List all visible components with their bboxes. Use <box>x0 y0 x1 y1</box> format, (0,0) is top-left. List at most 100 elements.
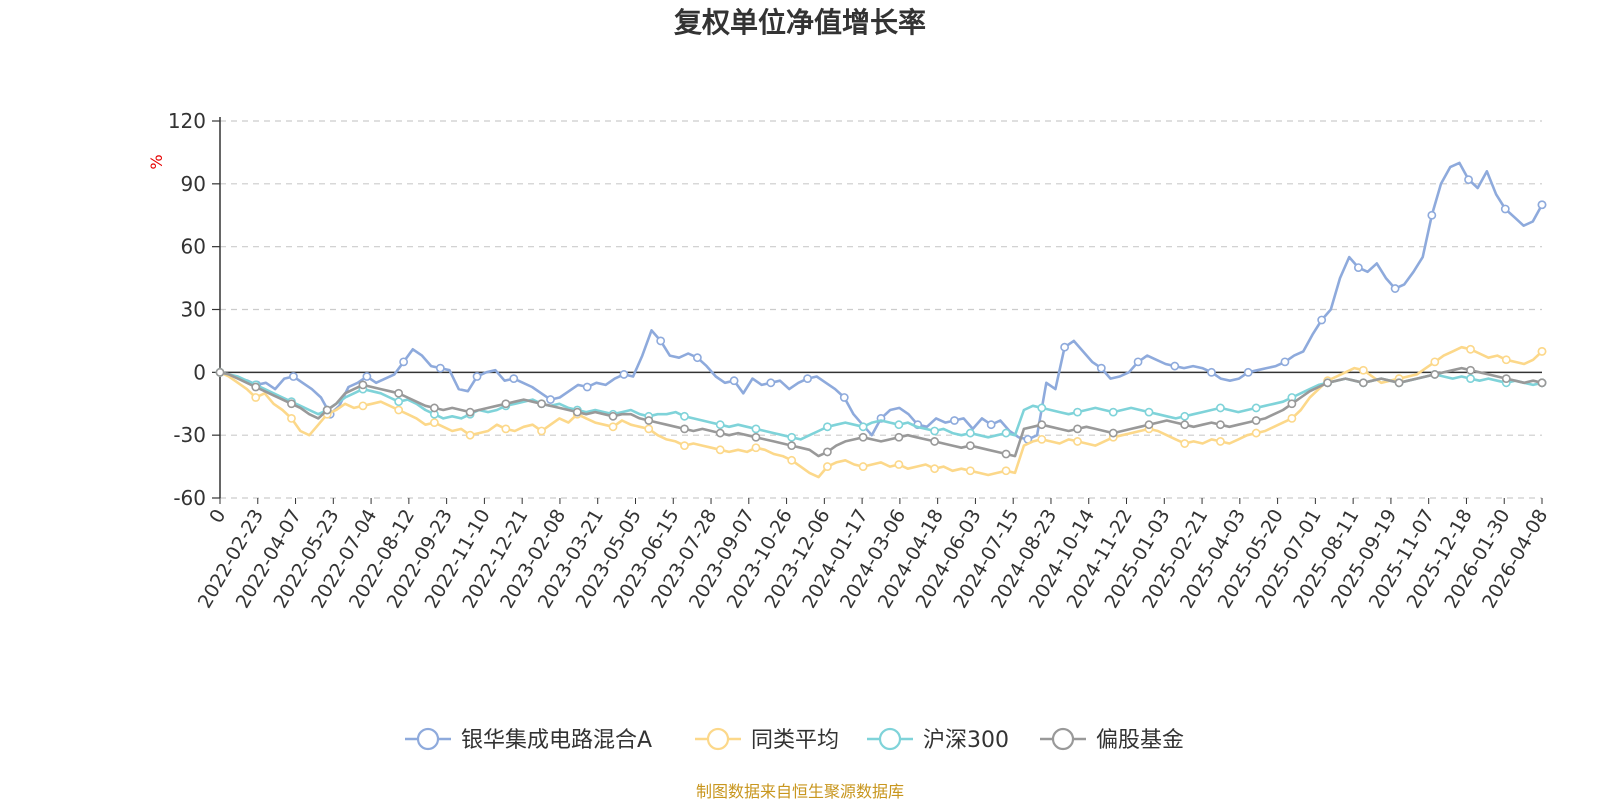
series-point <box>965 466 975 476</box>
series-point <box>1251 428 1261 438</box>
series-point <box>394 397 404 407</box>
series-point <box>1180 411 1190 421</box>
series-point <box>680 411 689 421</box>
series-point <box>1037 420 1047 430</box>
series-point <box>509 374 519 384</box>
series-point <box>429 403 439 413</box>
series-point <box>1096 363 1106 373</box>
series-point <box>715 428 725 438</box>
series-point <box>1207 367 1216 377</box>
series-point <box>680 441 689 451</box>
series-point <box>715 445 725 455</box>
series-point <box>358 401 368 411</box>
series-point <box>582 382 592 392</box>
legend-marker-icon <box>416 727 440 751</box>
series-point <box>858 462 868 471</box>
series-point <box>1001 466 1011 476</box>
series-point <box>766 378 776 388</box>
series-point <box>1216 437 1225 446</box>
series-point <box>546 395 555 404</box>
series-point <box>1323 378 1333 388</box>
series-point <box>715 420 725 430</box>
axes: 1209060300-30-6002022-02-232022-04-07202… <box>168 109 1553 612</box>
series-point <box>251 393 261 402</box>
y-tick-label: 60 <box>181 235 206 259</box>
legend[interactable]: 银华集成电路混合A 同类平均 沪深300 偏股基金 <box>405 727 1184 753</box>
series-point <box>608 411 618 421</box>
series-line-2 <box>219 371 1543 441</box>
y-tick-label: 120 <box>168 109 206 133</box>
series-point <box>1251 403 1261 413</box>
series-point <box>965 428 975 438</box>
series-point <box>1180 420 1190 430</box>
series-point <box>1287 399 1297 409</box>
series-point <box>1144 407 1154 417</box>
series-point <box>1358 378 1368 388</box>
series-point <box>1427 210 1437 220</box>
series-point <box>787 455 797 465</box>
series-line-1 <box>219 345 1543 479</box>
series-point <box>930 437 939 446</box>
series-point <box>1280 357 1290 367</box>
series-point <box>1358 365 1368 375</box>
legend-item[interactable]: 沪深300 <box>867 727 1009 753</box>
series-point <box>894 420 904 430</box>
series-point <box>751 443 761 453</box>
series-point <box>1243 367 1253 377</box>
series-point <box>1108 428 1118 438</box>
series-point <box>692 353 702 363</box>
series-point <box>1108 407 1118 417</box>
series-point <box>1073 407 1082 417</box>
y-tick-label: 0 <box>193 360 206 384</box>
series-point <box>1251 416 1261 425</box>
series-point <box>1037 434 1047 444</box>
legend-label: 银华集成电路混合A <box>461 728 652 753</box>
series-point <box>429 418 439 427</box>
legend-marker-icon <box>706 727 730 751</box>
y-tick-label: -30 <box>173 423 206 447</box>
series-point <box>289 372 298 381</box>
series-lines <box>215 161 1547 479</box>
legend-item[interactable]: 同类平均 <box>695 727 839 753</box>
series-point <box>787 441 797 451</box>
series-point <box>572 407 582 417</box>
legend-marker-icon <box>878 727 902 751</box>
series-point <box>1001 428 1011 438</box>
series-point <box>644 416 654 425</box>
series-point <box>608 422 618 432</box>
series-point <box>287 414 296 423</box>
series-point <box>894 460 904 469</box>
series-point <box>1133 357 1143 367</box>
series-point <box>839 393 849 402</box>
series-point <box>1394 378 1404 388</box>
series-point <box>1537 378 1547 388</box>
series-point <box>1537 200 1547 210</box>
chart-title: 复权单位净值增长率 <box>674 6 926 39</box>
x-tick-label: 0 <box>205 506 230 527</box>
series-point <box>501 399 511 409</box>
series-point <box>215 367 225 377</box>
series-point <box>537 426 546 436</box>
series-point <box>1466 374 1475 384</box>
series-point <box>1287 414 1297 423</box>
series-point <box>894 432 904 442</box>
series-point <box>1500 204 1510 214</box>
series-point <box>729 376 739 386</box>
gridlines <box>220 120 1542 499</box>
series-point <box>1390 284 1400 293</box>
series-point <box>751 424 761 434</box>
y-tick-label: 30 <box>181 298 206 322</box>
series-point <box>501 424 511 434</box>
legend-item[interactable]: 银华集成电路混合A <box>405 727 652 753</box>
series-point <box>1501 355 1511 365</box>
series-point <box>1430 357 1440 367</box>
legend-item[interactable]: 偏股基金 <box>1040 727 1184 753</box>
series-point <box>644 424 654 434</box>
series-point <box>1464 175 1473 185</box>
series-point <box>823 447 832 457</box>
series-point <box>358 380 368 390</box>
series-point <box>394 405 404 415</box>
series-point <box>1037 403 1047 413</box>
series-point <box>1001 449 1011 459</box>
